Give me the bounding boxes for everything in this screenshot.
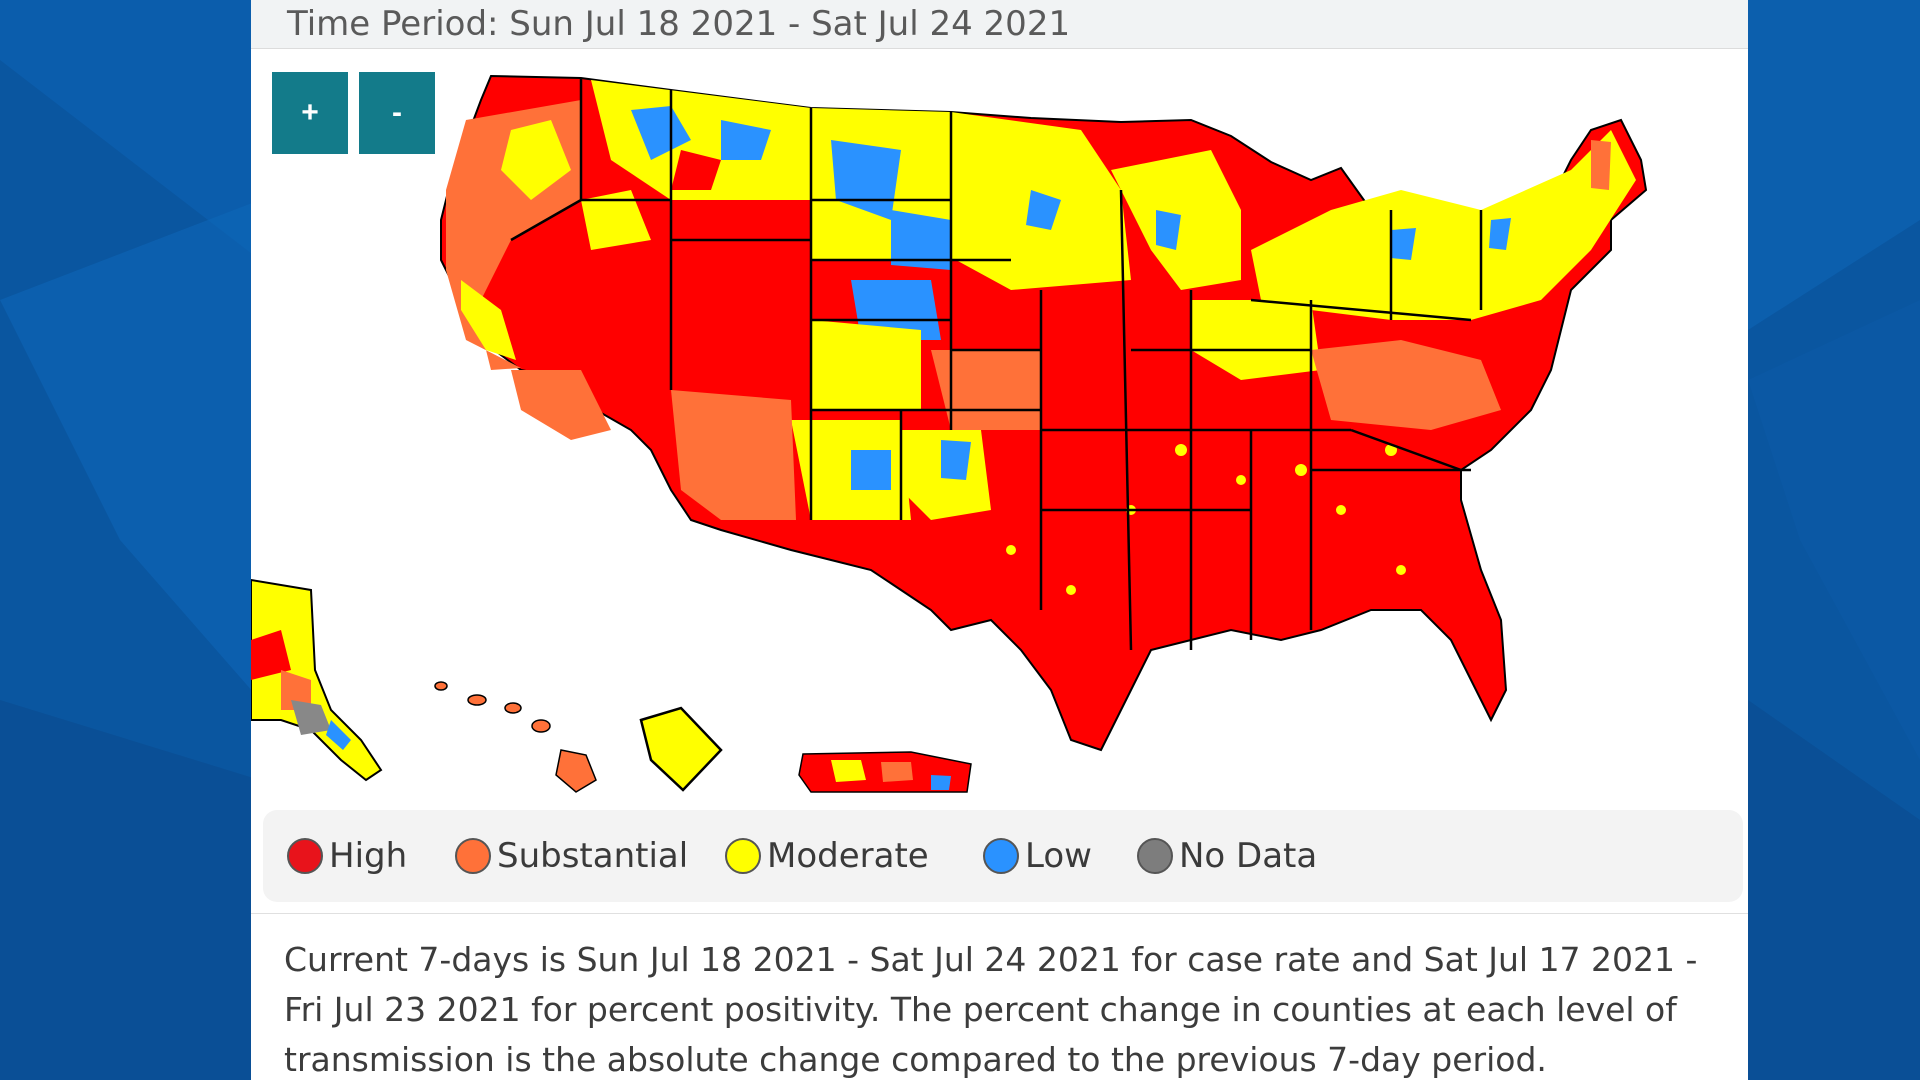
region-mid-atlantic-orange <box>1311 340 1501 430</box>
footnote-text: Current 7-days is Sun Jul 18 2021 - Sat … <box>284 940 1698 1079</box>
region-west-texas-low <box>941 440 971 480</box>
time-period-label: Time Period: Sun Jul 18 2021 - Sat Jul 2… <box>287 4 1071 44</box>
region-montana-low <box>631 106 691 160</box>
legend-label-moderate: Moderate <box>767 836 929 876</box>
region-arizona <box>671 390 796 520</box>
legend-dot-low <box>983 838 1019 874</box>
map-panel: Time Period: Sun Jul 18 2021 - Sat Jul 2… <box>251 0 1748 1080</box>
legend-item-no-data: No Data <box>1137 834 1317 878</box>
legend-label-substantial: Substantial <box>497 836 689 876</box>
mainland-us-map[interactable] <box>440 74 1648 752</box>
region-new-mexico-low <box>851 450 891 490</box>
region-northeast <box>1251 130 1636 320</box>
legend-item-substantial: Substantial <box>455 834 688 878</box>
legend-label-high: High <box>329 836 408 876</box>
legend-dot-substantial <box>455 838 491 874</box>
legend-item-moderate: Moderate <box>725 834 929 878</box>
legend-label-no-data: No Data <box>1179 836 1318 876</box>
zoom-out-button[interactable]: - <box>359 72 435 154</box>
region-oregon-yellow <box>501 120 571 200</box>
time-period-bar: Time Period: Sun Jul 18 2021 - Sat Jul 2… <box>251 0 1748 49</box>
legend-item-high: High <box>287 834 407 878</box>
region-california-yellow <box>461 280 516 360</box>
hawaii-map[interactable] <box>434 681 597 793</box>
legend-item-low: Low <box>983 834 1092 878</box>
zoom-in-button[interactable]: + <box>272 72 348 154</box>
region-maine-orange <box>1591 140 1611 190</box>
us-county-transmission-map[interactable] <box>251 50 1748 802</box>
dc-inset-map[interactable] <box>639 706 723 792</box>
region-colorado <box>811 320 921 410</box>
legend-label-low: Low <box>1025 836 1092 876</box>
region-ohio <box>1191 300 1321 380</box>
region-socal-orange <box>511 370 611 440</box>
puerto-rico-map[interactable] <box>798 751 972 793</box>
region-idaho-yellow <box>581 190 651 250</box>
state-borders <box>510 78 1483 651</box>
region-nevada <box>501 240 671 390</box>
alaska-map[interactable] <box>251 578 383 782</box>
legend: High Substantial Moderate Low No Data <box>263 810 1743 902</box>
region-northeast-low <box>1391 228 1416 260</box>
region-montana-high <box>671 150 721 190</box>
region-northeast-low-2 <box>1489 218 1511 250</box>
legend-dot-high <box>287 838 323 874</box>
region-montana-low-2 <box>721 120 771 160</box>
legend-dot-no-data <box>1137 838 1173 874</box>
divider <box>251 913 1748 914</box>
region-dakotas-low-2 <box>891 210 951 270</box>
region-nebraska-low <box>851 280 941 340</box>
legend-dot-moderate <box>725 838 761 874</box>
region-michigan-low <box>1156 210 1181 250</box>
region-upper-midwest-low <box>1026 190 1061 230</box>
